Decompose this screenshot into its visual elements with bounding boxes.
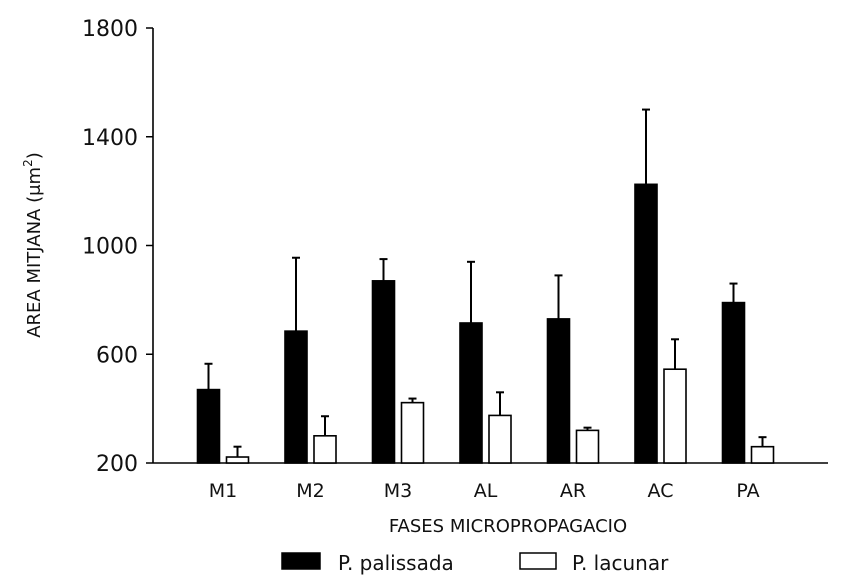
y-tick-label-600: 600 (96, 343, 138, 368)
category-labels: M1 M2 M3 AL AR AC PA (209, 480, 760, 502)
bar-p-lacunar-ar (575, 429, 600, 464)
bar-p-palissada-m2 (284, 330, 308, 464)
y-ticks: 200 600 1000 1400 1800 (82, 17, 153, 477)
y-tick-label-200: 200 (96, 452, 138, 477)
legend: P. palissada P. lacunar (281, 551, 669, 575)
legend-swatch-palissada (281, 552, 321, 570)
error-bars (204, 108, 767, 458)
bar-p-lacunar-al (488, 414, 512, 464)
y-axis-title: AREA MITJANA (μm2) (21, 152, 45, 338)
bar-p-palissada-al (459, 322, 483, 464)
x-category-label-m1: M1 (209, 480, 237, 502)
bar-p-palissada-pa (721, 301, 746, 464)
legend-swatch-lacunar (519, 552, 557, 570)
x-axis-title: FASES MICROPROPAGACIO (389, 516, 627, 537)
x-category-label-pa: PA (736, 480, 759, 502)
x-category-label-m2: M2 (296, 480, 324, 502)
x-category-label-m3: M3 (384, 480, 412, 502)
x-category-label-al: AL (474, 480, 498, 502)
bar-p-lacunar-m1 (225, 456, 250, 464)
y-axis-title-main: AREA MITJANA (μm (24, 167, 45, 338)
bar-p-palissada-m1 (196, 388, 221, 464)
bar-p-lacunar-pa (750, 445, 775, 464)
legend-label-palissada: P. palissada (338, 551, 454, 575)
y-tick-label-1000: 1000 (82, 235, 138, 260)
bar-p-palissada-m3 (371, 280, 396, 464)
bar-p-lacunar-ac (663, 368, 687, 464)
x-category-label-ac: AC (648, 480, 674, 502)
legend-label-lacunar: P. lacunar (572, 551, 669, 575)
bars (196, 183, 775, 464)
y-tick-label-1400: 1400 (82, 126, 138, 151)
bar-p-lacunar-m3 (400, 401, 425, 464)
y-tick-label-1800: 1800 (82, 17, 138, 42)
bar-p-palissada-ac (634, 183, 658, 464)
bar-p-lacunar-m2 (313, 435, 337, 464)
y-axis-title-superscript: 2 (21, 159, 35, 167)
x-category-label-ar: AR (560, 480, 586, 502)
y-axis-title-end: ) (24, 152, 45, 159)
bar-p-palissada-ar (546, 318, 571, 464)
